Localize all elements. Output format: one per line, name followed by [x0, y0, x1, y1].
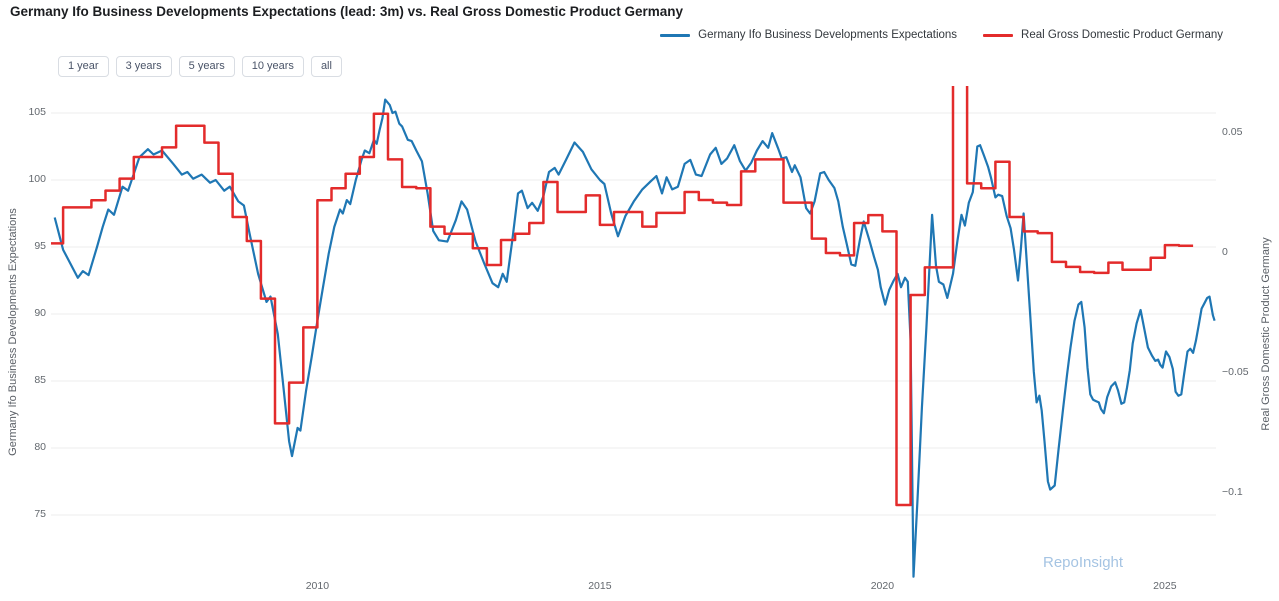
legend-line-swatch	[983, 33, 1014, 37]
left-axis-tick-95: 95	[34, 239, 46, 252]
left-axis-title: Germany Ifo Business Developments Expect…	[7, 208, 19, 456]
left-axis-tick-105: 105	[28, 105, 46, 118]
x-axis-tick-2025: 2025	[1153, 580, 1177, 592]
left-axis-tick-100: 100	[28, 172, 46, 185]
range-button-5-years[interactable]: 5 years	[178, 56, 235, 77]
legend-line-swatch	[660, 33, 691, 37]
series-line-real-gdp	[51, 86, 1194, 507]
right-axis-tick-0.05: 0.05	[1222, 125, 1243, 138]
x-axis-tick-2020: 2020	[870, 580, 895, 592]
x-axis-tick-2015: 2015	[588, 580, 612, 592]
range-button-10-years[interactable]: 10 years	[241, 56, 304, 77]
right-axis-tick-−0.05: −0.05	[1222, 365, 1249, 378]
right-axis-tick-0: 0	[1222, 245, 1228, 258]
legend-label: Germany Ifo Business Developments Expect…	[698, 29, 958, 41]
x-axis-tick-2010: 2010	[305, 580, 330, 592]
range-button-1-year[interactable]: 1 year	[58, 56, 109, 77]
left-axis-tick-80: 80	[34, 441, 46, 453]
legend-item-0[interactable]: Germany Ifo Business Developments Expect…	[660, 29, 957, 41]
page-title: Germany Ifo Business Developments Expect…	[10, 4, 683, 19]
range-button-3-years[interactable]: 3 years	[115, 56, 172, 77]
right-axis-tick-−0.1: −0.1	[1222, 485, 1243, 498]
legend-item-1[interactable]: Real Gross Domestic Product Germany	[983, 29, 1223, 41]
legend: Germany Ifo Business Developments Expect…	[660, 29, 1223, 41]
range-buttons: 1 year 3 years 5 years 10 years all	[58, 56, 342, 77]
legend-label: Real Gross Domestic Product Germany	[1021, 29, 1223, 41]
watermark: RepoInsight	[1043, 554, 1124, 571]
right-axis-title: Real Gross Domestic Product Germany	[1260, 237, 1272, 431]
range-button-all[interactable]: all	[310, 56, 342, 77]
left-axis-tick-85: 85	[34, 374, 46, 386]
left-axis-tick-90: 90	[34, 307, 46, 319]
left-axis-tick-75: 75	[34, 508, 46, 521]
series-line-ifo-expectations	[53, 98, 1216, 578]
